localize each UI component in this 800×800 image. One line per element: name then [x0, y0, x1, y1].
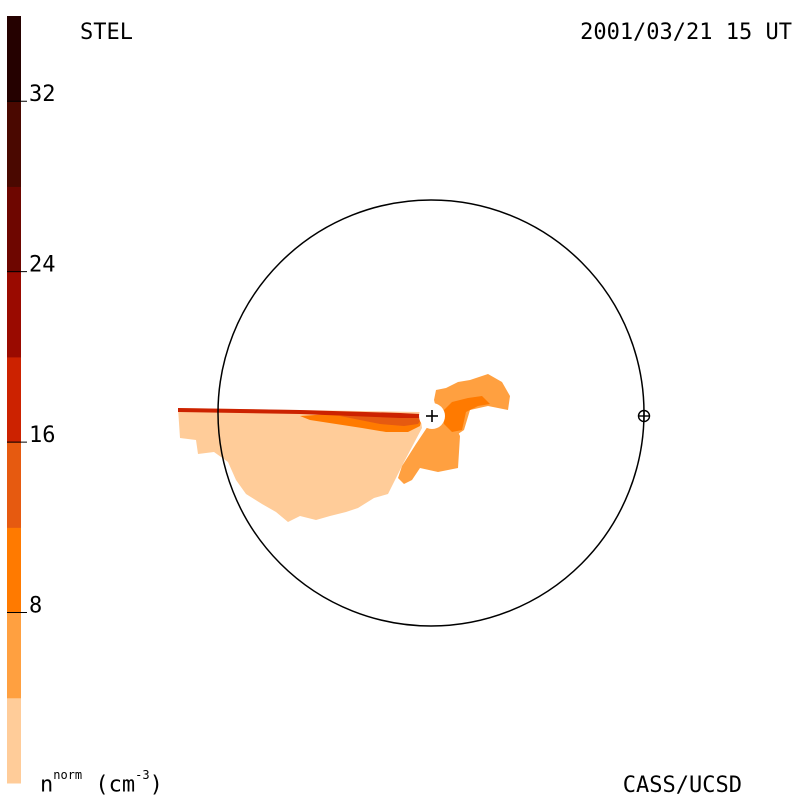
density-region-ne-core: [442, 396, 490, 432]
earth-marker-icon: [637, 409, 651, 423]
units-close: ): [149, 772, 163, 798]
colorbar-level-3: [7, 527, 21, 614]
colorbar-ticks: 8 16 24 32: [7, 82, 56, 619]
density-regions: [178, 374, 510, 522]
units-unit: (cm: [95, 772, 136, 798]
source-label: STEL: [80, 20, 133, 45]
colorbar: [7, 16, 21, 784]
colorbar-tick-label-24: 24: [29, 253, 56, 278]
colorbar-level-6: [7, 271, 21, 358]
colorbar-tick-label-16: 16: [29, 423, 56, 448]
colorbar-level-7: [7, 186, 21, 273]
units-exponent: -3: [135, 768, 150, 782]
colorbar-tick-label-32: 32: [29, 82, 56, 107]
colorbar-level-1: [7, 697, 21, 784]
colorbar-level-5: [7, 356, 21, 443]
density-region-streak: [178, 408, 420, 418]
colorbar-level-4: [7, 442, 21, 528]
colorbar-level-8: [7, 101, 21, 187]
units-symbol: n: [40, 772, 54, 798]
colorbar-level-2: [7, 612, 21, 699]
timestamp-label: 2001/03/21 15 UT: [580, 20, 792, 45]
sun-marker-icon: [426, 410, 438, 422]
colorbar-level-9: [7, 16, 21, 102]
density-region-outer-plume: [178, 408, 422, 522]
density-region-inner-plume: [398, 418, 460, 484]
credit-label: CASS/UCSD: [622, 773, 742, 798]
units-superscript: norm: [53, 768, 83, 782]
colorbar-units-label: nnorm (cm-3): [40, 769, 163, 798]
colorbar-tick-label-8: 8: [29, 594, 42, 619]
